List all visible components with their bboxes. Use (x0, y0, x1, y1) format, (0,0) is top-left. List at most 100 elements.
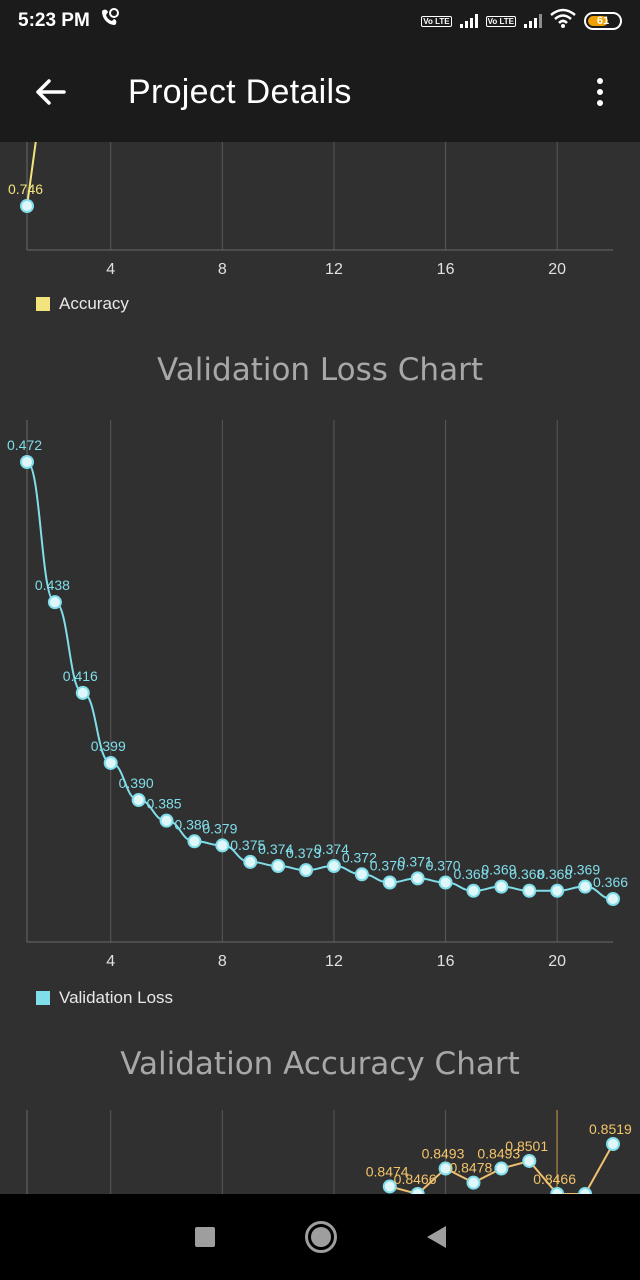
validation-accuracy-data-label: 0.8478 (449, 1160, 492, 1176)
x-tick-label: 16 (437, 261, 455, 278)
recents-button[interactable] (194, 1227, 215, 1247)
validation-loss-data-label: 0.368 (537, 866, 572, 882)
validation-loss-data-label: 0.379 (202, 820, 237, 836)
x-tick-label: 20 (548, 261, 566, 278)
validation-loss-data-label: 0.380 (174, 816, 209, 832)
x-tick-label: 20 (548, 953, 566, 970)
status-bar: 5:23 PM Vo LTE Vo LTE 61 (0, 0, 640, 42)
battery-icon: 61 (584, 12, 622, 30)
validation-loss-point (75, 685, 90, 700)
validation-loss-point (299, 863, 314, 878)
x-tick-label: 12 (325, 261, 343, 278)
validation-loss-point (522, 883, 537, 898)
nav-back-button[interactable] (426, 1226, 446, 1248)
x-tick-label: 12 (325, 953, 343, 970)
validation-loss-point (47, 595, 62, 610)
validation-accuracy-chart: 0.84740.84660.84930.84780.84930.85010.84… (26, 1110, 632, 1194)
home-icon (310, 1227, 331, 1247)
more-vert-icon (597, 78, 603, 84)
navigation-bar (0, 1194, 640, 1280)
accuracy-data-label: 0.746 (8, 181, 43, 197)
x-tick-label: 4 (106, 953, 115, 970)
validation-loss-chart: 4 8 12 16 20 0.472 0.438 0.416 0.399 0.390 0.385 0.… (7, 420, 628, 970)
notification-icon (98, 8, 120, 34)
validation-loss-data-label: 0.370 (426, 858, 461, 874)
validation-loss-point (103, 755, 118, 770)
validation-loss-data-label: 0.374 (314, 841, 349, 857)
validation-accuracy-point (550, 1187, 565, 1194)
x-tick-label: 8 (218, 261, 227, 278)
volte-icon: Vo LTE (485, 15, 516, 27)
validation-loss-point (354, 867, 369, 882)
validation-loss-data-label: 0.368 (453, 866, 488, 882)
validation-loss-point (215, 838, 230, 853)
validation-loss-point (494, 879, 509, 894)
validation-accuracy-data-label: 0.8466 (394, 1171, 437, 1187)
validation-loss-data-label: 0.368 (509, 866, 544, 882)
validation-accuracy-point (522, 1153, 537, 1168)
validation-loss-point (243, 854, 258, 869)
validation-loss-point (606, 892, 620, 906)
validation-loss-data-label: 0.366 (593, 874, 628, 890)
validation-accuracy-point (438, 1161, 453, 1176)
validation-loss-data-label: 0.369 (481, 862, 516, 878)
validation-accuracy-data-label: 0.8501 (505, 1138, 548, 1154)
legend-label: Validation Loss (59, 988, 174, 1007)
validation-loss-point (550, 883, 565, 898)
validation-accuracy-data-label: 0.8493 (477, 1146, 520, 1162)
validation-accuracy-chart-title: Validation Accuracy Chart (120, 1046, 520, 1082)
home-button[interactable] (304, 1221, 337, 1253)
validation-loss-point (382, 875, 397, 890)
accuracy-point (20, 199, 34, 213)
validation-accuracy-data-label: 0.8519 (589, 1121, 632, 1137)
accuracy-series-line (26, 142, 37, 207)
validation-loss-data-label: 0.371 (398, 853, 433, 869)
validation-loss-series-line (26, 461, 614, 900)
validation-loss-data-label: 0.438 (35, 577, 70, 593)
validation-accuracy-point (466, 1175, 481, 1190)
validation-loss-data-label: 0.370 (370, 858, 405, 874)
x-tick-label: 4 (106, 261, 115, 278)
validation-loss-data-label: 0.399 (91, 738, 126, 754)
accuracy-legend: Accuracy (36, 294, 129, 314)
validation-loss-data-label: 0.472 (7, 437, 42, 453)
status-time: 5:23 PM (18, 10, 90, 31)
validation-loss-data-label: 0.372 (342, 849, 377, 865)
validation-loss-data-label: 0.385 (147, 796, 182, 812)
validation-loss-data-label: 0.416 (63, 668, 98, 684)
validation-accuracy-point (494, 1161, 509, 1176)
validation-loss-point (466, 883, 481, 898)
validation-loss-point (159, 813, 174, 828)
more-options-button[interactable] (560, 42, 640, 142)
wifi-icon (550, 8, 576, 34)
validation-loss-data-label: 0.373 (286, 845, 321, 861)
page-title: Project Details (128, 72, 352, 111)
volte-icon: Vo LTE (421, 15, 452, 27)
signal-icon (524, 14, 542, 28)
legend-label: Accuracy (59, 294, 129, 313)
validation-accuracy-data-label: 0.8493 (422, 1146, 465, 1162)
back-button[interactable] (0, 42, 100, 142)
legend-swatch (36, 297, 50, 311)
arrow-left-icon (36, 79, 66, 105)
status-icons: Vo LTE Vo LTE 61 (421, 8, 622, 34)
validation-loss-chart-title: Validation Loss Chart (157, 352, 483, 388)
validation-accuracy-data-label: 0.8474 (366, 1163, 409, 1179)
signal-icon (459, 14, 478, 28)
validation-accuracy-point (606, 1137, 620, 1151)
validation-loss-point (438, 875, 453, 890)
accuracy-chart: 4 8 12 16 20 0.746 (8, 142, 613, 278)
validation-loss-legend: Validation Loss (36, 988, 173, 1008)
battery-level: 61 (596, 15, 610, 27)
validation-loss-data-label: 0.375 (230, 837, 265, 853)
validation-loss-point (578, 879, 593, 894)
validation-loss-point (271, 859, 286, 874)
validation-loss-point (187, 834, 202, 849)
validation-loss-data-label: 0.374 (258, 841, 293, 857)
validation-loss-point (20, 455, 34, 469)
validation-loss-data-label: 0.390 (119, 775, 154, 791)
validation-accuracy-point (382, 1179, 397, 1194)
validation-loss-point (131, 793, 146, 808)
app-bar: Project Details (0, 42, 640, 142)
